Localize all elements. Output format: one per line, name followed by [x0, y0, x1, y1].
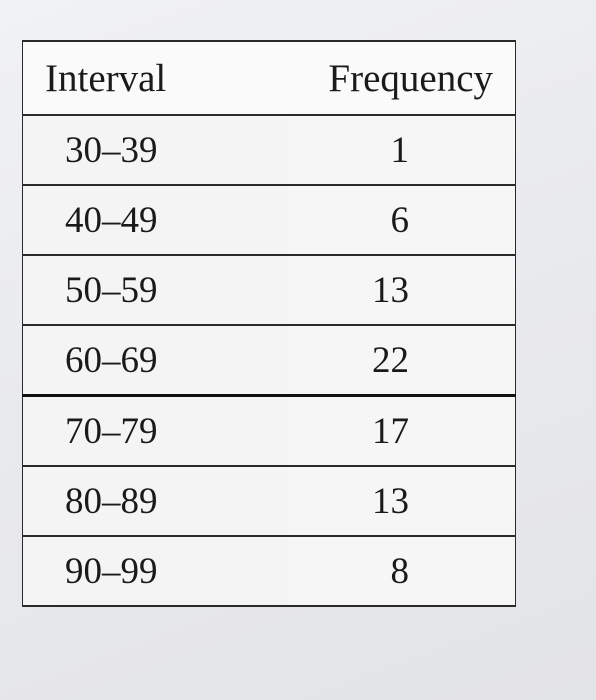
frequency-cell: 13 — [287, 466, 516, 537]
table-row: 70–79 17 — [22, 394, 516, 467]
table-row: 80–89 13 — [22, 466, 516, 537]
interval-cell: 90–99 — [22, 536, 287, 607]
frequency-cell: 6 — [287, 185, 516, 256]
table-row: 30–39 1 — [22, 115, 516, 186]
table-row: 90–99 8 — [22, 536, 516, 607]
interval-cell: 40–49 — [22, 185, 287, 256]
frequency-cell: 17 — [287, 394, 516, 467]
table-row: 40–49 6 — [22, 185, 516, 256]
table-header-row: Interval Frequency — [22, 40, 516, 116]
frequency-table: Interval Frequency 30–39 1 40–49 6 50–59… — [22, 40, 516, 607]
interval-cell: 30–39 — [22, 115, 287, 186]
frequency-cell: 22 — [287, 325, 516, 397]
frequency-cell: 8 — [287, 536, 516, 607]
interval-cell: 80–89 — [22, 466, 287, 537]
header-interval: Interval — [22, 40, 287, 116]
table-row: 60–69 22 — [22, 325, 516, 397]
interval-cell: 50–59 — [22, 255, 287, 326]
interval-cell: 70–79 — [22, 394, 287, 467]
interval-cell: 60–69 — [22, 325, 287, 397]
frequency-table-container: Interval Frequency 30–39 1 40–49 6 50–59… — [22, 40, 516, 607]
header-frequency: Frequency — [287, 40, 516, 116]
table-row: 50–59 13 — [22, 255, 516, 326]
frequency-cell: 13 — [287, 255, 516, 326]
frequency-cell: 1 — [287, 115, 516, 186]
